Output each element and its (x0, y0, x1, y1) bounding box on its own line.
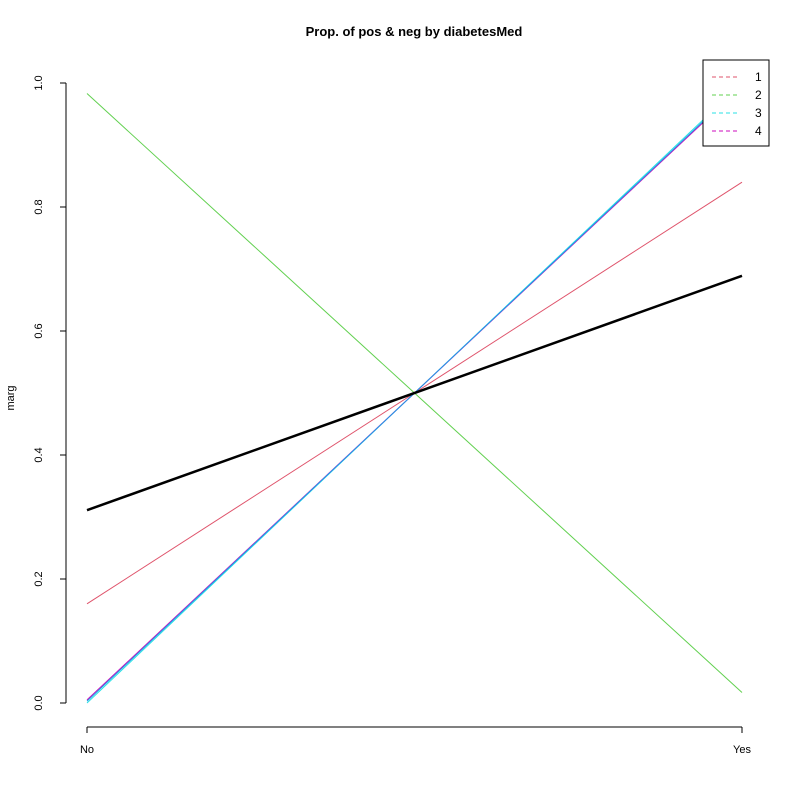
y-tick-label: 0.4 (33, 447, 45, 462)
x-axis: No Yes (80, 726, 751, 756)
y-axis: 0.0 0.2 0.4 0.6 0.8 1.0 (33, 75, 67, 711)
x-tick-label: No (80, 744, 94, 756)
y-tick-label: 0.6 (33, 323, 45, 338)
series-group (86, 82, 743, 704)
legend-label: 1 (755, 70, 762, 84)
y-tick-label: 0.0 (33, 695, 45, 710)
x-tick-label: Yes (733, 744, 751, 756)
series-line-6 (86, 274, 743, 512)
y-tick-label: 1.0 (33, 75, 45, 90)
chart-title: Prop. of pos & neg by diabetesMed (306, 24, 523, 39)
legend-label: 3 (755, 106, 762, 120)
legend-label: 4 (755, 124, 762, 138)
y-axis-label: marg (5, 385, 17, 410)
y-tick-label: 0.2 (33, 571, 45, 586)
legend-box (702, 59, 770, 147)
legend-label: 2 (755, 88, 762, 102)
y-tick-label: 0.8 (33, 199, 45, 214)
legend: 1 2 3 4 (702, 59, 770, 147)
